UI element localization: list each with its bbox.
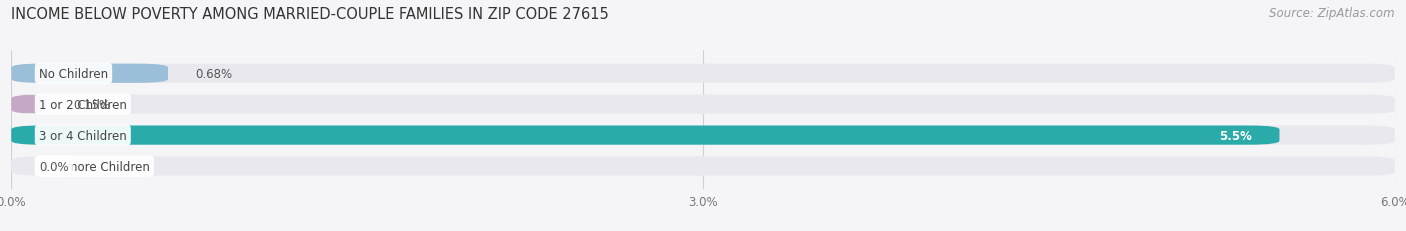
Text: 5 or more Children: 5 or more Children (39, 160, 150, 173)
Text: No Children: No Children (39, 67, 108, 80)
FancyBboxPatch shape (11, 126, 1395, 145)
FancyBboxPatch shape (11, 126, 1279, 145)
Text: 0.68%: 0.68% (195, 67, 233, 80)
Text: 3 or 4 Children: 3 or 4 Children (39, 129, 127, 142)
FancyBboxPatch shape (11, 64, 1395, 83)
Text: 1 or 2 Children: 1 or 2 Children (39, 98, 127, 111)
Text: 0.15%: 0.15% (73, 98, 111, 111)
Text: 5.5%: 5.5% (1219, 129, 1251, 142)
Text: 0.0%: 0.0% (39, 160, 69, 173)
FancyBboxPatch shape (11, 157, 1395, 176)
FancyBboxPatch shape (11, 95, 46, 114)
Text: INCOME BELOW POVERTY AMONG MARRIED-COUPLE FAMILIES IN ZIP CODE 27615: INCOME BELOW POVERTY AMONG MARRIED-COUPL… (11, 7, 609, 22)
FancyBboxPatch shape (11, 64, 169, 83)
Text: Source: ZipAtlas.com: Source: ZipAtlas.com (1270, 7, 1395, 20)
FancyBboxPatch shape (11, 95, 1395, 114)
